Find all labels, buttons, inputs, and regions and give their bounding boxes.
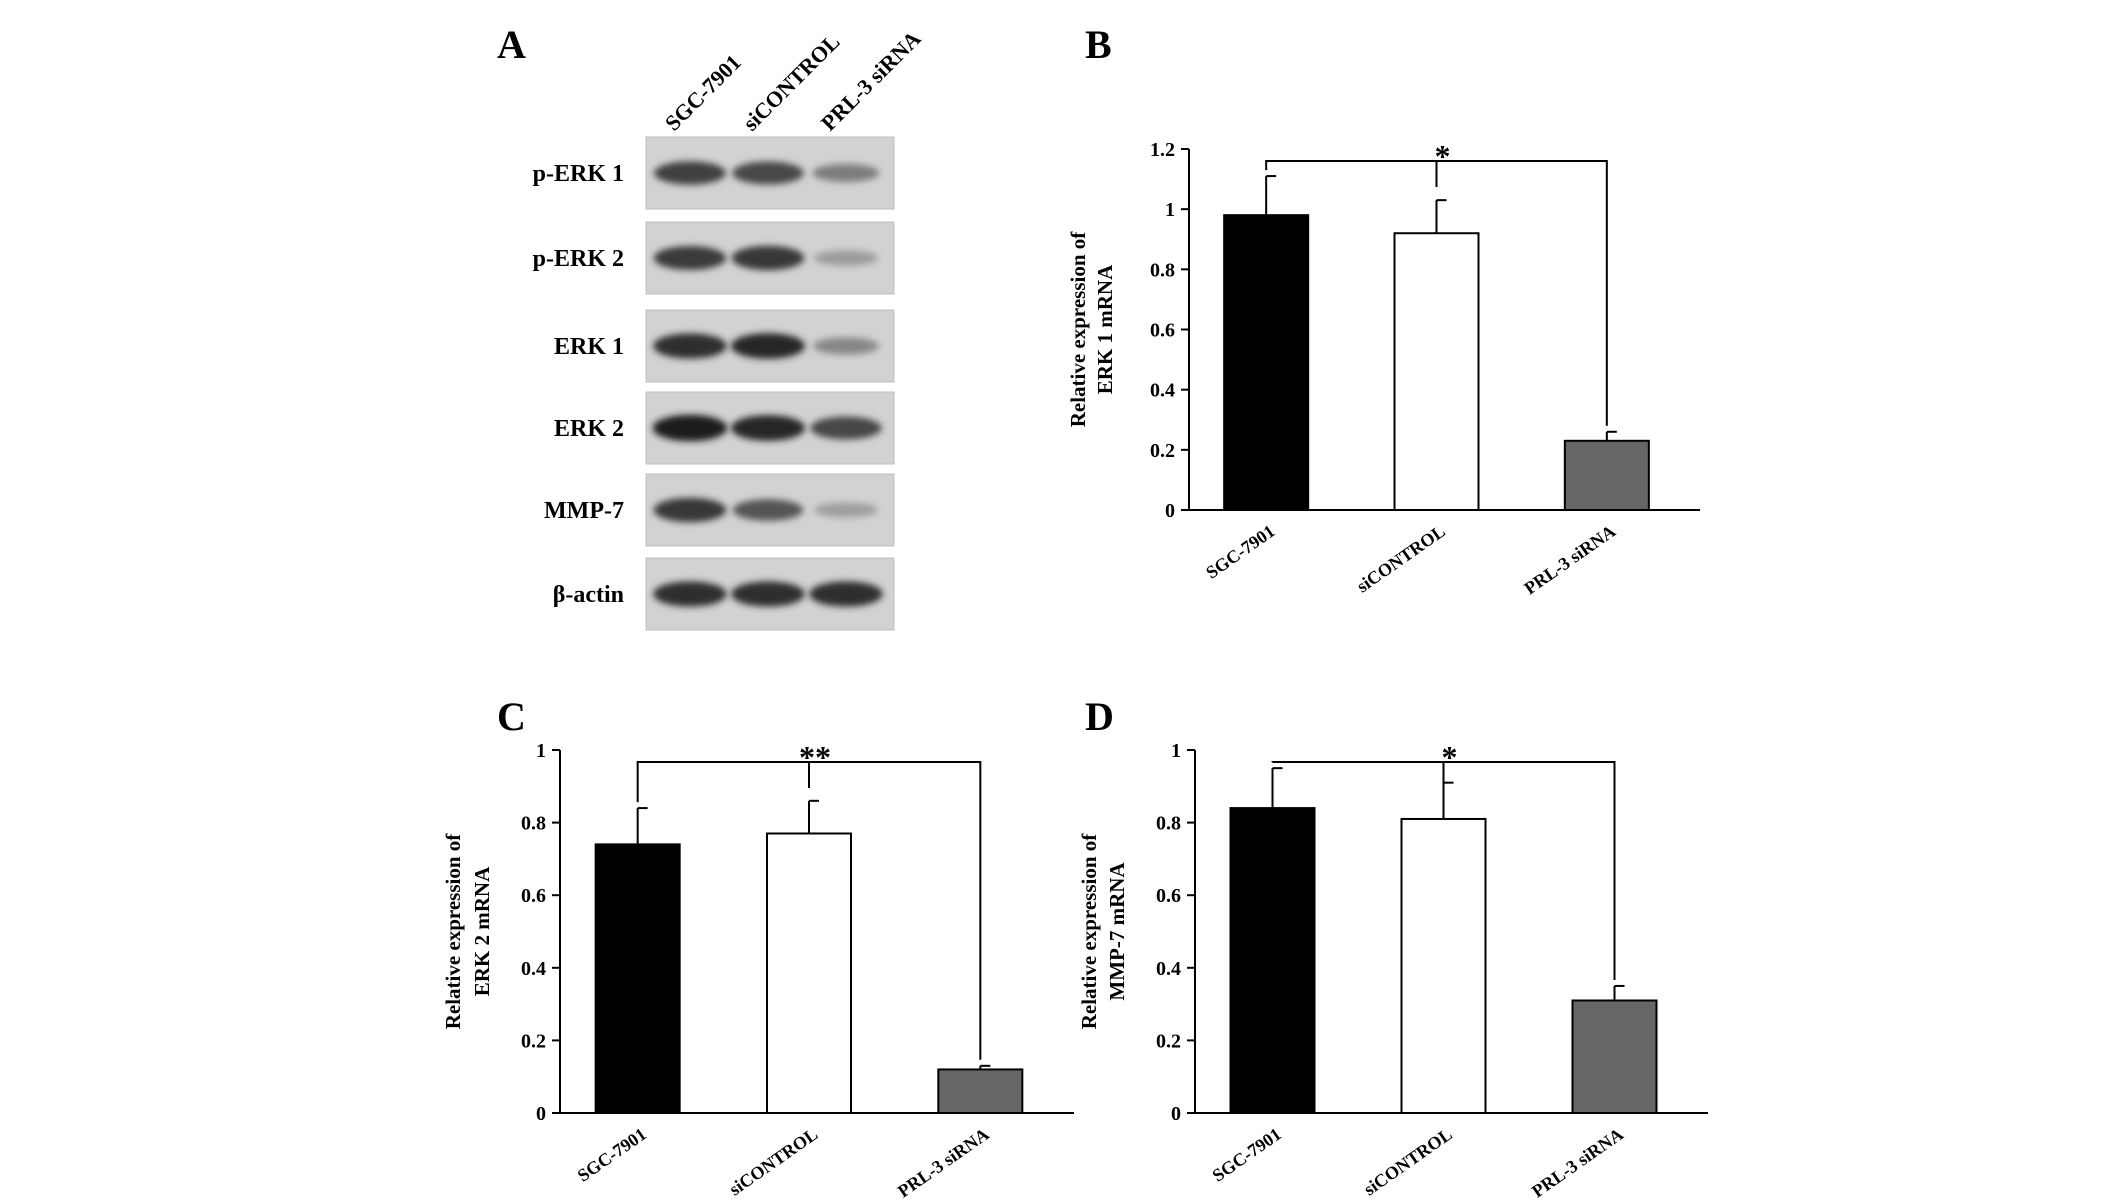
x-tick-label-prl-3-sirna: PRL-3 siRNA <box>894 1124 993 1200</box>
bar-sicontrol <box>1393 232 1480 511</box>
chart-panel-d: D 0 0.2 0.4 0.6 0.8 1 Relative expression of MMP… <box>1077 694 1708 1200</box>
y-tick-label: 0.8 <box>1156 813 1181 835</box>
bar-prl-3-sirna <box>937 1068 1024 1114</box>
y-tick-label: 0 <box>1171 1103 1181 1125</box>
y-axis-title-line1: Relative expression of <box>1066 231 1090 428</box>
blot-row-label: ERK 2 <box>554 416 624 442</box>
y-axis-title-line1: Relative expression of <box>441 833 465 1030</box>
blot-band-prl-3-sirna <box>812 163 880 183</box>
chart-panel-b: B 0 0.2 0.4 0.6 0.8 1 1.2 Relative expression of… <box>1066 22 1700 598</box>
blot-row-label: p-ERK 1 <box>533 161 624 187</box>
blot-strip-border <box>645 309 895 383</box>
x-tick-label-sicontrol: siCONTROL <box>1353 521 1449 596</box>
y-tick-label: 1 <box>1171 740 1181 762</box>
blot-strip-border <box>645 557 895 631</box>
blot-row-p-erk-2: p-ERK 2 <box>533 221 895 295</box>
x-tick-label-sgc-7901: SGC-7901 <box>574 1124 650 1186</box>
blot-band-sgc-7901 <box>653 497 727 523</box>
bar-sgc-7901 <box>1229 807 1316 1115</box>
panel-letter: B <box>1085 22 1112 67</box>
blot-band-sicontrol <box>730 415 806 441</box>
blot-band-prl-3-sirna <box>812 337 880 355</box>
y-tick-label: 0.4 <box>1150 380 1175 402</box>
blot-band-prl-3-sirna <box>810 416 882 440</box>
blot-band-prl-3-sirna <box>813 502 879 518</box>
blot-band-sicontrol <box>730 333 806 359</box>
blot-band-sgc-7901 <box>653 581 727 607</box>
y-tick-label: 0.2 <box>1150 440 1175 462</box>
blot-row-label: MMP-7 <box>544 498 624 524</box>
significance-marker: ** <box>799 739 831 775</box>
blot-band-sicontrol <box>731 245 805 271</box>
y-tick-label: 0 <box>536 1103 546 1125</box>
y-tick-label: 1 <box>536 740 546 762</box>
blot-band-prl-3-sirna <box>809 581 883 607</box>
panel-a-letter: A <box>497 22 526 67</box>
blot-row-mmp-7: MMP-7 <box>544 473 895 547</box>
y-axis-title-line1: Relative expression of <box>1077 833 1101 1030</box>
bar-sicontrol <box>766 832 852 1114</box>
y-tick-label: 0.8 <box>521 813 546 835</box>
bar-sicontrol <box>1400 817 1487 1114</box>
x-tick-label-sgc-7901: SGC-7901 <box>1209 1124 1285 1186</box>
blot-row-erk-1: ERK 1 <box>554 309 895 383</box>
y-tick-label: 0.6 <box>521 885 546 907</box>
y-axis-title-line2: ERK 1 mRNA <box>1093 264 1117 394</box>
significance-marker: * <box>1435 138 1451 174</box>
y-tick-label: 0.4 <box>521 958 546 980</box>
blot-band-sicontrol <box>731 581 805 607</box>
blot-band-sgc-7901 <box>653 333 727 359</box>
x-tick-label-prl-3-sirna: PRL-3 siRNA <box>1528 1124 1627 1200</box>
bar-sgc-7901 <box>594 843 681 1114</box>
y-tick-label: 0 <box>1165 500 1175 522</box>
blot-row-label: ERK 1 <box>554 334 624 360</box>
blot-strip-border <box>645 221 895 295</box>
blot-band-sicontrol <box>732 499 804 521</box>
panel-letter: D <box>1085 694 1114 739</box>
blot-row-label: p-ERK 2 <box>533 246 624 272</box>
x-tick-label-sicontrol: siCONTROL <box>1360 1124 1456 1199</box>
y-tick-label: 1.2 <box>1150 139 1175 161</box>
x-tick-label-sgc-7901: SGC-7901 <box>1202 521 1278 583</box>
blot-strip-border <box>645 136 895 210</box>
bar-prl-3-sirna <box>1563 439 1650 511</box>
blot-row-erk-2: ERK 2 <box>554 391 895 465</box>
blot-band-sgc-7901 <box>654 161 726 185</box>
blot-row-label: β-actin <box>553 582 624 608</box>
blot-strip-border <box>645 473 895 547</box>
bar-sgc-7901 <box>1223 214 1310 512</box>
y-tick-label: 0.2 <box>521 1030 546 1052</box>
blot-band-sicontrol <box>732 161 804 185</box>
lane-label-sgc-7901: SGC-7901 <box>660 50 746 136</box>
blot-strip-border <box>645 391 895 465</box>
blot-row-actin: β-actin <box>553 557 895 631</box>
y-tick-label: 0.6 <box>1150 320 1175 342</box>
x-tick-label-prl-3-sirna: PRL-3 siRNA <box>1520 521 1619 598</box>
x-tick-label-sicontrol: siCONTROL <box>725 1124 821 1199</box>
blot-band-sgc-7901 <box>653 245 727 271</box>
y-axis-title-line2: MMP-7 mRNA <box>1105 862 1129 1001</box>
bar-prl-3-sirna <box>1571 999 1658 1114</box>
y-tick-label: 1 <box>1165 199 1175 221</box>
y-tick-label: 0.6 <box>1156 885 1181 907</box>
chart-panel-c: C 0 0.2 0.4 0.6 0.8 1 Relative expression of ERK… <box>441 694 1074 1200</box>
blot-row-p-erk-1: p-ERK 1 <box>533 136 895 210</box>
blot-band-prl-3-sirna <box>813 250 879 266</box>
y-tick-label: 0.8 <box>1150 259 1175 281</box>
panel-letter: C <box>497 694 526 739</box>
significance-marker: * <box>1442 739 1458 775</box>
y-axis-title-line2: ERK 2 mRNA <box>470 866 494 996</box>
blot-band-sgc-7901 <box>652 414 728 442</box>
y-tick-label: 0.4 <box>1156 958 1181 980</box>
y-tick-label: 0.2 <box>1156 1030 1181 1052</box>
